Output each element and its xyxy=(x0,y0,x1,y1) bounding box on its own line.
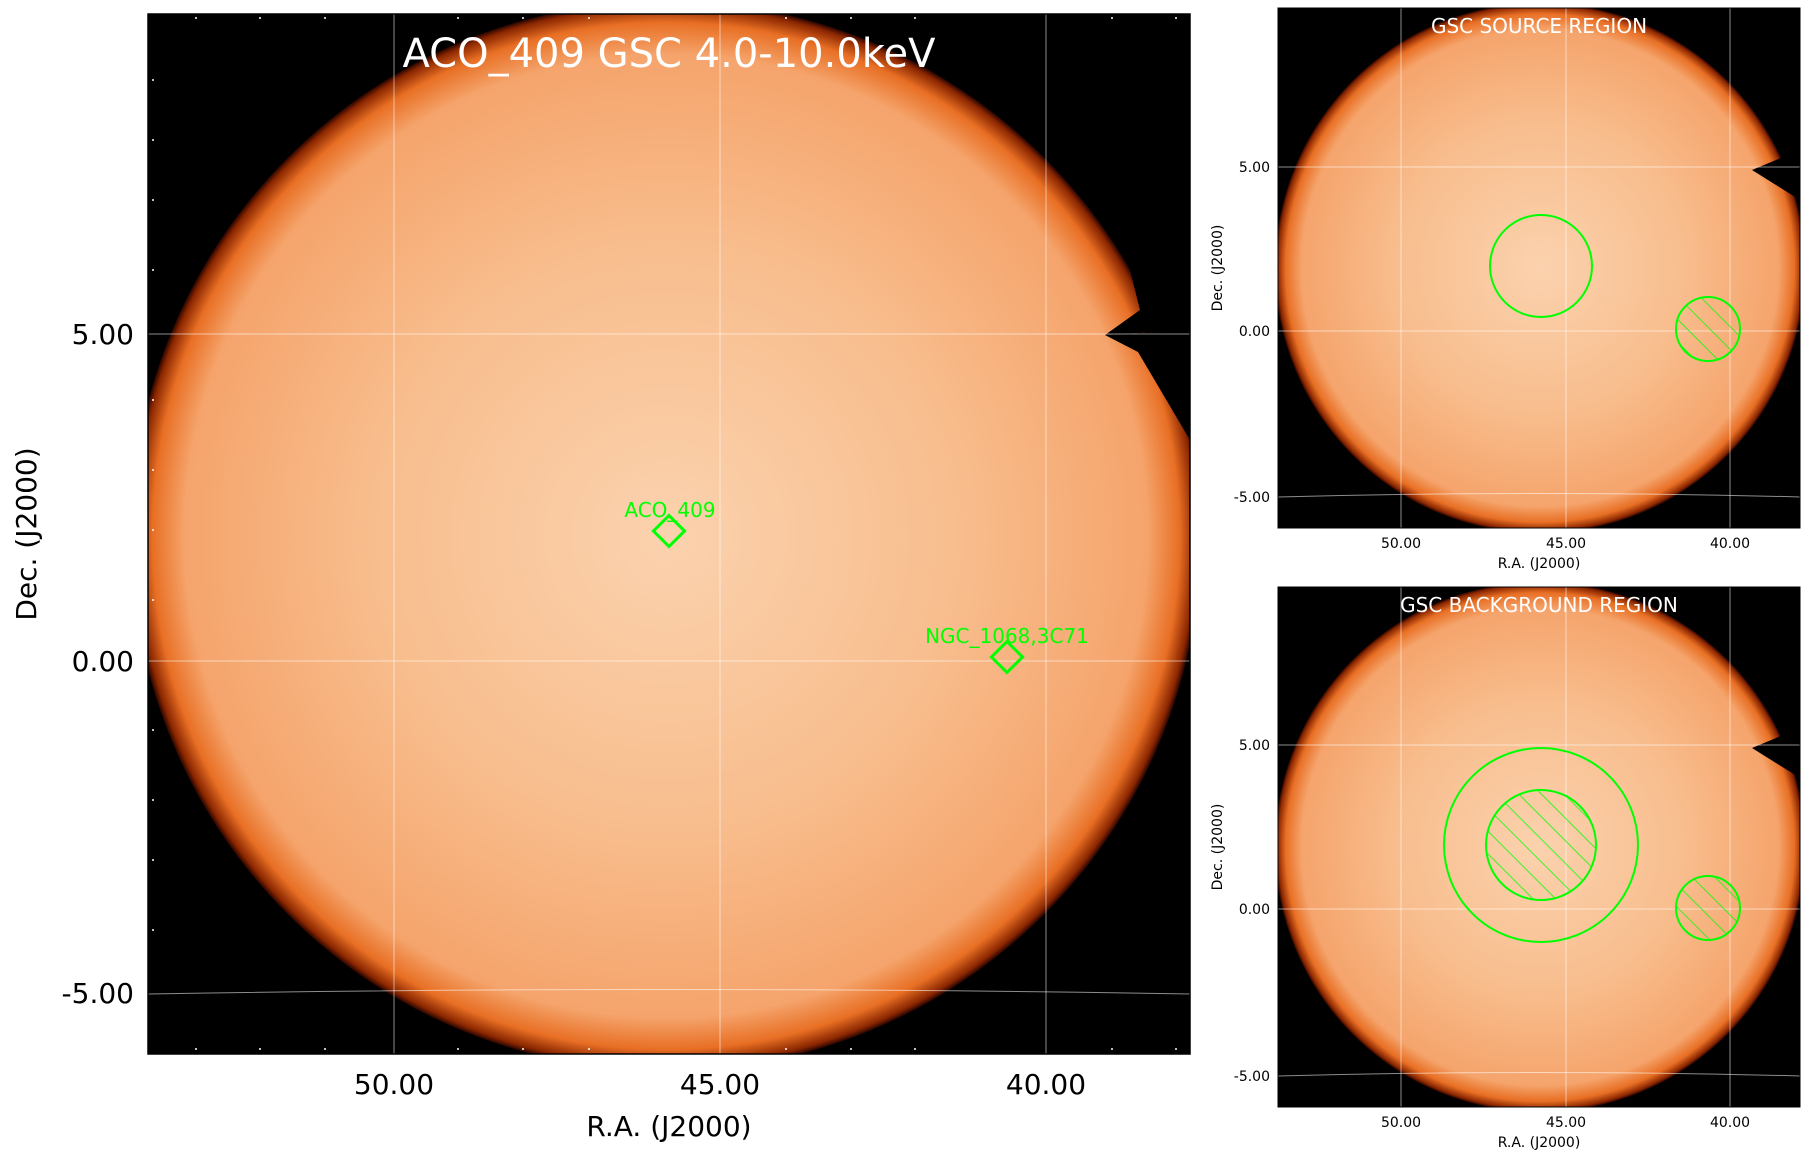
source-xtick-40: 40.00 xyxy=(1710,536,1750,552)
background-xtick-45: 45.00 xyxy=(1546,1115,1586,1131)
background-frame xyxy=(1277,586,1801,1108)
source-field-notch xyxy=(1752,150,1800,200)
ngc1068-marker xyxy=(989,639,1025,675)
background-xlabel: R.A. (J2000) xyxy=(1498,1135,1581,1151)
main-ytick-5: 5.00 xyxy=(72,318,134,351)
source-frame xyxy=(1277,7,1801,529)
main-detector-field xyxy=(148,14,1190,1054)
background-title: GSC BACKGROUND REGION xyxy=(1400,593,1678,617)
background-ytick-5: 5.00 xyxy=(1239,738,1270,754)
main-xtick-50: 50.00 xyxy=(354,1068,434,1101)
main-field-notch xyxy=(1105,330,1190,440)
main-xlabel: R.A. (J2000) xyxy=(586,1110,751,1143)
source-ytick-neg5: -5.00 xyxy=(1234,490,1270,506)
main-tick-marks xyxy=(152,17,1177,1050)
source-ytick-5: 5.00 xyxy=(1239,160,1270,176)
background-xtick-40: 40.00 xyxy=(1710,1115,1750,1131)
main-ytick-neg5: -5.00 xyxy=(62,977,134,1010)
background-annulus-inner-excluded xyxy=(1485,789,1597,901)
background-annulus-outer xyxy=(1443,747,1639,943)
main-field-notch-upper xyxy=(1105,250,1190,335)
background-grid xyxy=(1278,587,1800,1107)
background-xtick-50: 50.00 xyxy=(1381,1115,1421,1131)
aco409-label: ACO_409 xyxy=(624,498,715,522)
source-xtick-45: 45.00 xyxy=(1546,536,1586,552)
source-title: GSC SOURCE REGION xyxy=(1431,14,1647,38)
main-xtick-45: 45.00 xyxy=(680,1068,760,1101)
source-xlabel: R.A. (J2000) xyxy=(1498,556,1581,572)
source-excluded-region xyxy=(1675,296,1741,362)
source-detector-field xyxy=(1278,8,1800,528)
source-ylabel: Dec. (J2000) xyxy=(1210,225,1226,312)
source-ytick-0: 0.00 xyxy=(1239,324,1270,340)
aco409-marker xyxy=(651,513,687,549)
background-ytick-neg5: -5.00 xyxy=(1234,1069,1270,1085)
ngc1068-label: NGC_1068,3C71 xyxy=(925,624,1089,648)
background-ytick-0: 0.00 xyxy=(1239,902,1270,918)
main-grid xyxy=(148,14,1190,1054)
main-xtick-40: 40.00 xyxy=(1006,1068,1086,1101)
background-field-notch xyxy=(1752,728,1800,778)
source-region-panel: GSC SOURCE REGION 50.00 45.00 40.00 R.A.… xyxy=(1210,7,1801,572)
main-title: ACO_409 GSC 4.0-10.0keV xyxy=(403,31,937,77)
background-excluded-region xyxy=(1675,875,1741,941)
background-region-panel: GSC BACKGROUND REGION 50.00 45.00 40.00 … xyxy=(1210,586,1801,1151)
source-extraction-circle xyxy=(1489,214,1593,318)
main-ylabel: Dec. (J2000) xyxy=(10,447,43,620)
background-ylabel: Dec. (J2000) xyxy=(1210,804,1226,891)
source-xtick-50: 50.00 xyxy=(1381,536,1421,552)
main-frame xyxy=(147,13,1191,1055)
main-ytick-0: 0.00 xyxy=(72,645,134,678)
main-panel: ACO_409 GSC 4.0-10.0keV ACO_409 NGC_1068… xyxy=(10,13,1191,1143)
